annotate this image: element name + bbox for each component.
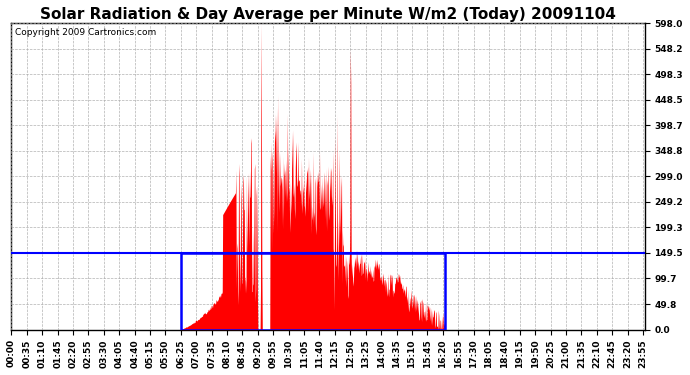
Title: Solar Radiation & Day Average per Minute W/m2 (Today) 20091104: Solar Radiation & Day Average per Minute… — [40, 7, 616, 22]
Text: Copyright 2009 Cartronics.com: Copyright 2009 Cartronics.com — [14, 28, 156, 37]
Bar — [181, 253, 445, 330]
